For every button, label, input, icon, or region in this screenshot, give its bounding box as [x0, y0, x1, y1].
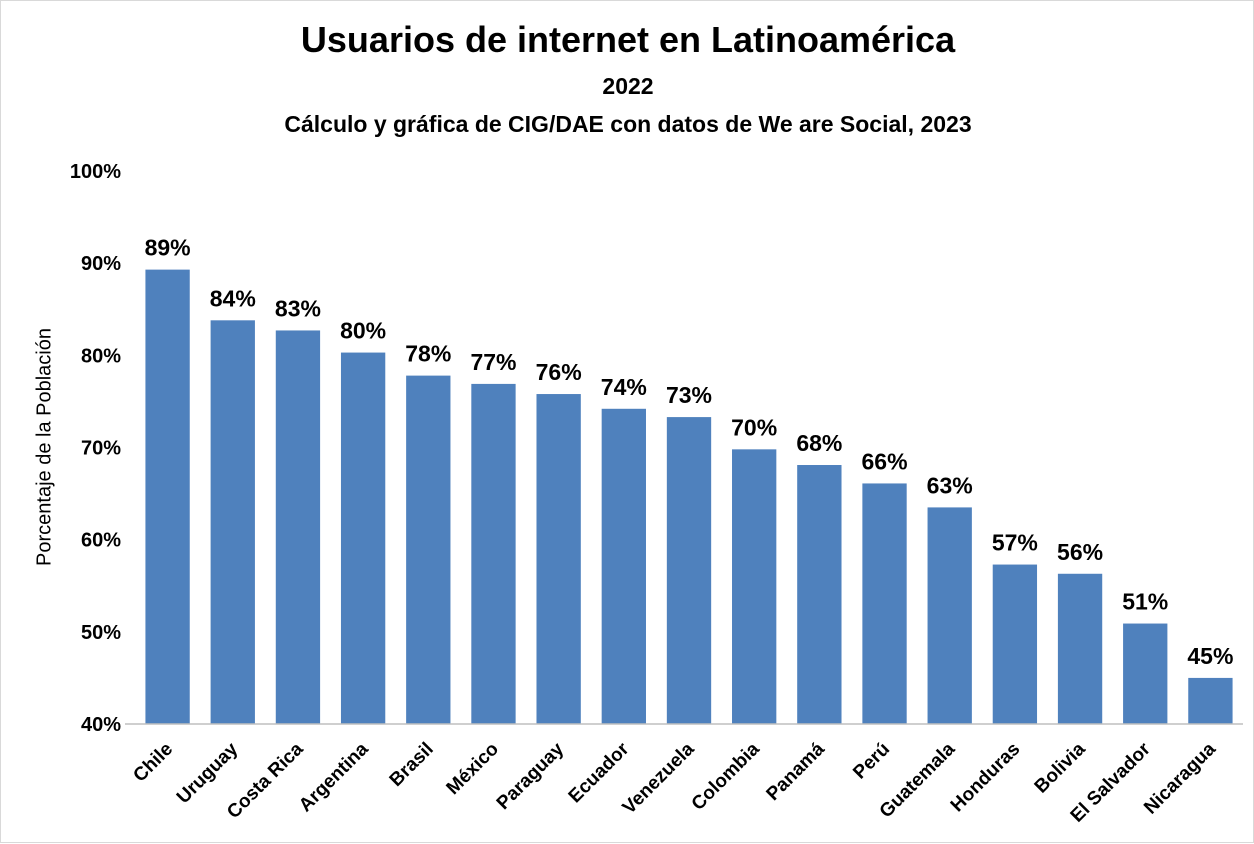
bar	[732, 449, 777, 724]
x-tick-label: Nicaragua	[1140, 738, 1220, 818]
bar	[1188, 677, 1233, 724]
bar	[862, 483, 907, 724]
bar	[145, 269, 190, 724]
x-tick-label: Panamá	[763, 738, 830, 805]
bar-value-label: 63%	[927, 472, 973, 498]
bar	[797, 465, 842, 724]
x-tick-label: Brasil	[386, 739, 438, 791]
bar-value-label: 77%	[470, 349, 516, 375]
bar	[536, 394, 581, 724]
bar	[666, 417, 712, 724]
bar-value-label: 70%	[731, 414, 777, 440]
x-tick-label: Bolivia	[1031, 738, 1090, 797]
bar	[601, 408, 646, 724]
bar-value-label: 78%	[405, 341, 451, 367]
y-tick-label: 50%	[81, 622, 121, 644]
bar-value-label: 84%	[210, 285, 256, 311]
bar-value-label: 80%	[340, 318, 386, 344]
x-tick-label: Uruguay	[173, 738, 243, 808]
y-tick-label: 100%	[70, 161, 121, 183]
bar	[471, 383, 516, 724]
bar	[406, 375, 451, 724]
bar-value-label: 57%	[992, 530, 1038, 556]
chart-subtitle-source: Cálculo y gráfica de CIG/DAE con datos d…	[284, 111, 972, 137]
x-tick-label: Colombia	[688, 738, 764, 814]
bar-value-label: 45%	[1187, 643, 1233, 669]
x-tick-label: México	[443, 739, 503, 799]
x-tick-label: Chile	[129, 739, 177, 787]
x-tick-label: Paraguay	[493, 738, 569, 814]
bar	[927, 507, 972, 724]
bar-value-label: 56%	[1057, 539, 1103, 565]
x-tick-label: Argentina	[295, 738, 373, 816]
bar	[275, 330, 321, 724]
bar-value-label: 68%	[796, 430, 842, 456]
bar-value-label: 51%	[1122, 589, 1168, 615]
bar-value-label: 76%	[536, 359, 582, 385]
x-tick-label: Perú	[849, 739, 894, 784]
bar	[992, 564, 1038, 724]
x-tick-label: Venezuela	[619, 738, 699, 818]
bar	[340, 352, 386, 724]
bar	[1123, 623, 1168, 724]
chart-title: Usuarios de internet en Latinoamérica	[300, 19, 956, 60]
x-tick-label: Honduras	[947, 739, 1025, 817]
y-tick-label: 90%	[81, 253, 121, 275]
bar	[1057, 573, 1103, 724]
bar-value-label: 89%	[145, 235, 191, 261]
y-tick-label: 70%	[81, 438, 121, 460]
y-tick-label: 60%	[81, 530, 121, 552]
bar	[210, 320, 255, 724]
chart-subtitle-year: 2022	[602, 73, 654, 99]
y-tick-label: 40%	[81, 714, 121, 736]
bar-value-label: 74%	[601, 374, 647, 400]
bar-value-label: 73%	[666, 382, 712, 408]
y-tick-label: 80%	[81, 345, 121, 367]
bar-value-label: 83%	[275, 295, 321, 321]
bar-value-label: 66%	[862, 448, 908, 474]
x-tick-label: Ecuador	[565, 738, 634, 807]
